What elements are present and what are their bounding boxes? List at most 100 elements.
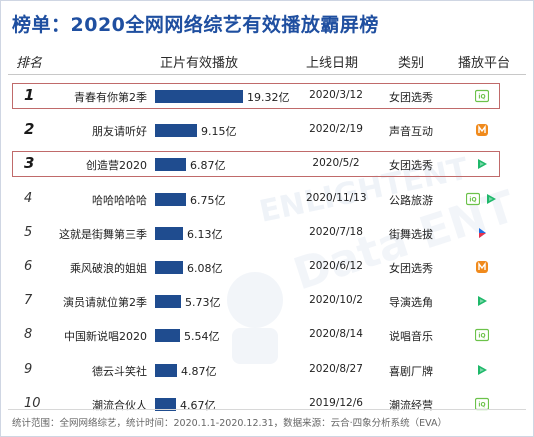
platform-icons: iQ [448,326,516,346]
genre-label: 喜剧厂牌 [389,364,433,378]
genre-label: 声音互动 [389,125,433,139]
genre-label: 女团选秀 [389,262,433,275]
genre-label: 潮流经营 [389,398,433,412]
table-row: 9 德云斗笑社 4.87亿 2020/8/27 喜剧厂牌 [0,358,534,392]
iqiyi-icon: iQ [466,192,480,205]
header-value: 正片有效播放 [160,56,239,71]
show-name-label: 这就是街舞第三季 [59,227,147,241]
header-divider [8,74,526,75]
bar [155,158,186,172]
release-date: 2019/12/6 [309,396,363,409]
bar-value-label: 4.87亿 [181,364,217,378]
rank-number: 8 [24,327,33,343]
platform-icons: iQ [448,87,516,107]
platform-icons [448,224,516,244]
bar-value-label: 6.08亿 [187,262,223,275]
platform-icons [448,292,516,312]
table-row: 10 潮流合伙人 4.67亿 2019/12/6 潮流经营 iQ [0,392,534,426]
genre-label: 说唱音乐 [389,330,433,344]
rank-number: 7 [24,293,33,309]
tencent-icon [487,193,496,204]
page-title: 榜单：2020全网网络综艺有效播放霸屏榜 [12,14,379,36]
bar [155,397,176,411]
row-highlight-border [12,83,500,109]
platform-icons [448,155,516,175]
table-row: 8 中国新说唱2020 5.54亿 2020/8/14 说唱音乐 iQ [0,323,534,357]
mgtv-icon [476,124,488,137]
genre-label: 街舞选拔 [389,227,433,241]
bar-value-label: 6.87亿 [190,159,226,173]
tencent-icon [478,296,487,307]
show-name-label: 中国新说唱2020 [64,330,147,344]
svg-text:iQ: iQ [469,196,476,203]
header-category: 类别 [398,56,425,71]
rank-number: 3 [24,154,35,173]
bar [155,363,177,377]
platform-icons [448,258,516,278]
release-date: 2020/6/12 [309,260,363,272]
table-row: 6 乘风破浪的姐姐 6.08亿 2020/6/12 女团选秀 [0,255,534,289]
row-highlight-border [12,151,500,178]
rank-number: 6 [24,259,33,274]
header-date: 上线日期 [306,56,359,71]
youku-icon [479,227,486,238]
bar-value-label: 6.75亿 [190,193,226,207]
platform-icons: iQ [448,190,516,210]
rank-number: 5 [24,224,33,240]
release-date: 2020/7/18 [309,225,363,238]
show-name-label: 乘风破浪的姐姐 [70,262,147,275]
svg-text:iQ: iQ [478,94,485,101]
bar [155,261,183,274]
header-platform: 播放平台 [458,56,511,71]
header-rank: 排名 [16,56,43,71]
show-name-label: 创造营2020 [86,159,147,173]
release-date: 2020/2/19 [309,123,363,136]
release-date: 2020/8/14 [309,328,363,341]
rank-number: 1 [24,86,35,104]
show-name-label: 演员请就位第2季 [63,296,147,310]
show-name-label: 德云斗笑社 [92,364,147,378]
footer-divider [8,409,526,410]
bar-value-label: 5.54亿 [184,330,220,344]
table-row: 4 哈哈哈哈哈 6.75亿 2020/11/13 公路旅游 iQ [0,187,534,221]
bar-value-label: 19.32亿 [247,91,290,104]
bar-value-label: 4.67亿 [180,398,216,412]
svg-text:iQ: iQ [478,333,485,340]
table-row: 3 创造营2020 6.87亿 2020/5/2 女团选秀 [0,151,534,186]
bar [155,192,186,206]
platform-icons: iQ [448,395,516,415]
rank-number: 2 [24,120,35,139]
platform-icons [448,121,516,141]
show-name-label: 朋友请听好 [92,125,147,139]
rank-number: 4 [24,190,33,206]
genre-label: 公路旅游 [389,193,433,207]
iqiyi-icon: iQ [475,329,489,342]
footer-note: 统计范围：全网网络综艺，统计时间：2020.1.1-2020.12.31，数据来… [12,418,448,429]
rank-number: 9 [24,361,33,377]
bar [155,90,243,103]
iqiyi-icon: iQ [475,89,489,103]
tencent-icon [478,364,487,375]
genre-label: 女团选秀 [389,91,433,104]
release-date: 2020/3/12 [309,89,363,101]
bar [155,295,181,309]
tencent-icon [478,159,487,170]
show-name-label: 哈哈哈哈哈 [92,193,147,207]
genre-label: 导演选角 [389,296,433,310]
release-date: 2020/8/27 [309,362,363,375]
table-row: 5 这就是街舞第三季 6.13亿 2020/7/18 街舞选拔 [0,221,534,255]
genre-label: 女团选秀 [389,159,433,173]
table-row: 2 朋友请听好 9.15亿 2020/2/19 声音互动 [0,118,534,152]
show-name-label: 潮流合伙人 [92,398,147,412]
release-date: 2020/11/13 [306,191,367,204]
svg-text:iQ: iQ [478,401,485,408]
bar-value-label: 5.73亿 [185,296,221,310]
table-row: 7 演员请就位第2季 5.73亿 2020/10/2 导演选角 [0,289,534,323]
mgtv-icon [476,261,488,273]
table-row: 1 青春有你第2季 19.32亿 2020/3/12 女团选秀 iQ [0,83,534,118]
bar-value-label: 9.15亿 [201,125,237,139]
release-date: 2020/10/2 [309,294,363,307]
rank-number: 10 [24,395,41,411]
bar-value-label: 6.13亿 [187,227,223,241]
platform-icons [448,361,516,381]
